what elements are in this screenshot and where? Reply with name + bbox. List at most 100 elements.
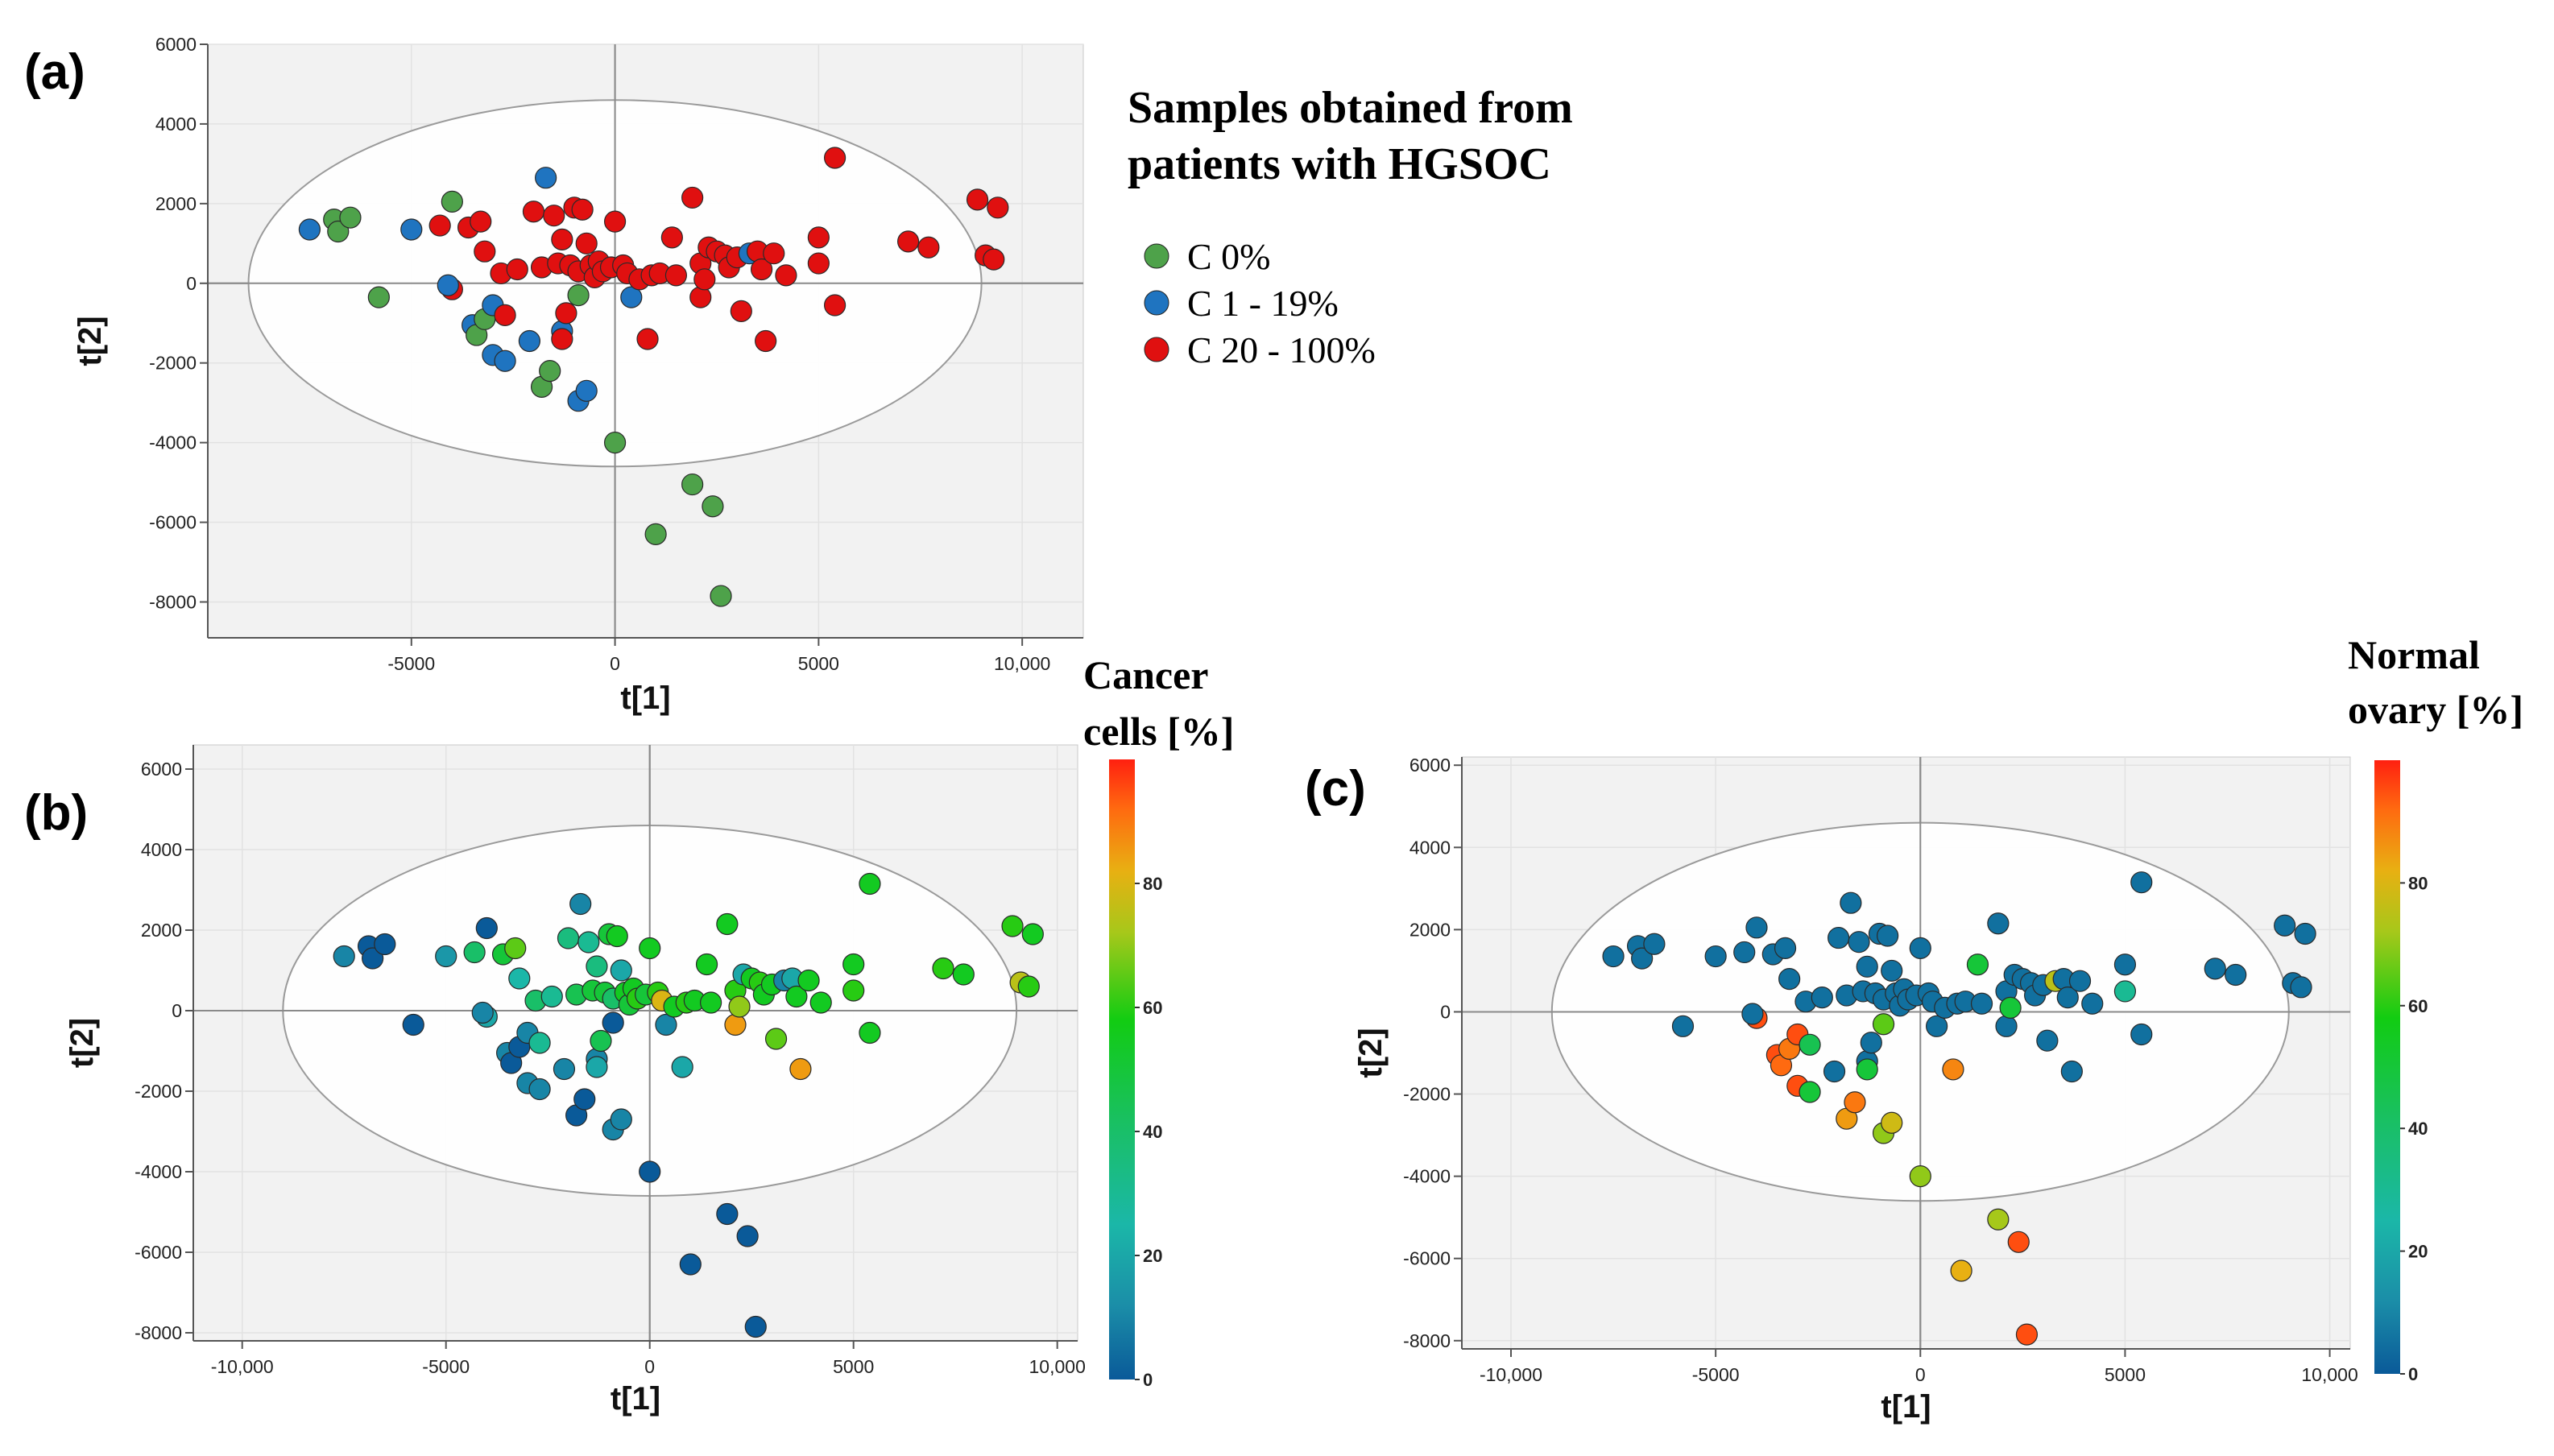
data-point — [327, 220, 350, 243]
data-point — [1001, 915, 1024, 937]
data-point — [681, 473, 704, 496]
data-point — [1909, 937, 1931, 959]
colorbar-tick-label: 80 — [1143, 874, 1162, 894]
panel-label-c: (c) — [1305, 761, 1366, 817]
data-point — [2274, 914, 2296, 937]
colorbar-title-line1: Cancer — [1083, 652, 1209, 697]
data-point — [736, 1225, 759, 1247]
data-point — [716, 1202, 739, 1226]
data-point — [428, 214, 451, 237]
data-point — [660, 226, 683, 249]
data-point — [966, 188, 989, 211]
y-axis-label: t[2] — [64, 1018, 100, 1068]
data-point — [535, 167, 557, 189]
data-point — [1872, 1013, 1895, 1036]
data-point — [702, 495, 724, 518]
y-tick-label: -4000 — [135, 1161, 182, 1182]
y-tick-label: 2000 — [155, 193, 197, 214]
x-tick-label: 10,000 — [2301, 1364, 2357, 1385]
y-tick-label: -2000 — [1403, 1084, 1451, 1105]
x-axis-label: t[1] — [1881, 1389, 1931, 1425]
data-point — [610, 959, 632, 982]
data-point — [441, 190, 463, 213]
data-point — [298, 218, 321, 241]
data-point — [724, 1013, 747, 1036]
data-point — [655, 1013, 677, 1036]
data-point — [716, 912, 739, 936]
data-point — [1811, 986, 1833, 1009]
colorbar-tick-label: 80 — [2408, 873, 2428, 893]
data-point — [333, 945, 355, 968]
data-point — [1995, 1015, 2018, 1037]
data-point — [475, 916, 498, 940]
data-point — [602, 1011, 624, 1034]
data-point — [1966, 953, 1989, 976]
data-point — [807, 226, 830, 249]
y-axis-label: t[2] — [72, 316, 108, 366]
legend-marker-c1-19 — [1144, 290, 1169, 316]
data-point — [603, 432, 627, 454]
data-point — [2130, 1023, 2153, 1046]
scatter-panel-c: -10,000 -5000 0 5000 10,000 6000 4000 2000 0 -200… — [1353, 755, 2358, 1425]
data-point — [494, 304, 516, 326]
y-tick-label: -2000 — [149, 353, 197, 374]
scatter-panel-b: -10,000 -5000 0 5000 10,000 6000 4000 2000 0 -200… — [64, 744, 1086, 1417]
data-point — [2225, 963, 2247, 987]
data-point — [586, 1056, 608, 1078]
x-tick-label: -10,000 — [211, 1356, 274, 1377]
data-point — [807, 252, 830, 275]
data-point — [728, 995, 751, 1018]
data-point — [2007, 1231, 2030, 1253]
data-point — [1877, 924, 1899, 947]
data-point — [367, 286, 390, 308]
data-point — [471, 1001, 494, 1024]
data-point — [575, 379, 598, 402]
data-point — [620, 286, 643, 308]
data-point — [374, 933, 396, 956]
colorbar-title-line2: cells [%] — [1083, 709, 1234, 754]
data-point — [1881, 1111, 1903, 1134]
data-point — [2081, 992, 2104, 1015]
x-tick-label: 10,000 — [1029, 1356, 1086, 1377]
legend-entry-c1-19: C 1 - 19% — [1187, 283, 1339, 324]
colorbar-tick-label: 60 — [1143, 998, 1162, 1018]
data-point — [590, 1029, 612, 1053]
y-tick-label: 2000 — [141, 920, 182, 941]
x-axis-label: t[1] — [611, 1381, 660, 1417]
data-point — [775, 264, 797, 287]
data-point — [695, 953, 718, 976]
data-point — [809, 991, 832, 1014]
data-point — [1799, 1081, 1821, 1103]
y-tick-label: -4000 — [1403, 1166, 1451, 1187]
colorbar-tick-label: 40 — [2408, 1119, 2428, 1139]
x-tick-label: 5000 — [2105, 1364, 2146, 1385]
colorbar-tick-label: 20 — [2408, 1242, 2428, 1262]
data-point — [539, 359, 561, 383]
legend-entry-c0: C 0% — [1187, 236, 1271, 277]
colorbar-tick-label: 40 — [1143, 1122, 1162, 1142]
panel-label-a: (a) — [24, 44, 85, 100]
data-point — [1844, 1091, 1866, 1114]
data-point — [1909, 1165, 1931, 1188]
data-point — [789, 1057, 812, 1081]
data-point — [1987, 1208, 2010, 1231]
y-tick-label: 4000 — [1409, 837, 1451, 858]
y-tick-label: -8000 — [149, 591, 197, 612]
data-point — [952, 963, 975, 986]
data-point — [785, 985, 808, 1008]
data-point — [842, 953, 865, 976]
data-point — [2113, 953, 2137, 976]
data-point — [474, 240, 496, 263]
colorbar-gradient — [2374, 760, 2400, 1374]
y-tick-label: 6000 — [155, 34, 197, 55]
data-point — [1741, 1003, 1764, 1025]
data-point — [1828, 926, 1850, 949]
data-point — [917, 236, 940, 259]
data-point — [730, 300, 752, 323]
data-point — [362, 947, 384, 970]
y-tick-label: 4000 — [155, 114, 197, 134]
data-point — [1017, 975, 1040, 998]
data-point — [1602, 945, 1625, 968]
data-point — [1950, 1260, 1972, 1282]
